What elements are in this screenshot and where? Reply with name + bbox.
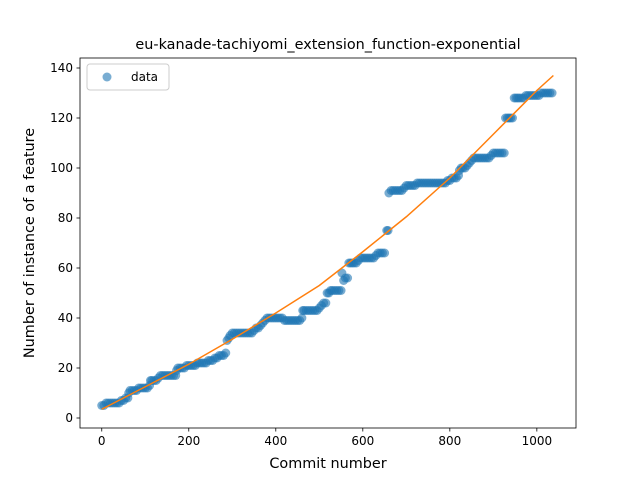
data-point: [507, 113, 517, 123]
x-axis-label: Commit number: [269, 456, 386, 472]
data-point: [297, 313, 307, 323]
data-point: [221, 348, 231, 358]
y-tick-label: 20: [58, 361, 73, 375]
y-tick-label: 140: [50, 61, 73, 75]
y-tick-label: 60: [58, 261, 73, 275]
data-point: [336, 286, 346, 295]
data-point: [380, 248, 390, 258]
y-axis: 0 20 40 60 80 100 120 140: [50, 61, 80, 425]
x-tick-label: 0: [98, 434, 106, 448]
chart-title: eu-kanade-tachiyomi_extension_function-e…: [135, 37, 520, 53]
fit-line: [101, 74, 554, 410]
x-tick-label: 600: [351, 434, 374, 448]
y-tick-label: 100: [50, 161, 73, 175]
x-tick-label: 800: [438, 434, 461, 448]
data-point: [547, 88, 557, 98]
data-point: [321, 298, 331, 308]
x-tick-label: 200: [177, 434, 200, 448]
legend: data: [86, 63, 170, 91]
legend-marker-data: [102, 72, 112, 82]
y-tick-label: 0: [65, 411, 73, 425]
y-tick-label: 120: [50, 111, 73, 125]
y-tick-label: 80: [58, 211, 73, 225]
data-point: [499, 148, 509, 158]
data-point: [343, 273, 353, 283]
y-axis-label: Number of instance of a feature: [22, 128, 38, 358]
legend-label-data: data: [131, 70, 158, 84]
y-tick-label: 40: [58, 311, 73, 325]
legend-box: [86, 63, 170, 91]
plot-content: [97, 74, 557, 410]
plot-frame: [79, 57, 577, 429]
x-tick-label: 400: [264, 434, 287, 448]
x-tick-label: 1000: [522, 434, 553, 448]
x-axis: 0 200 400 600 800 1000: [98, 428, 552, 448]
